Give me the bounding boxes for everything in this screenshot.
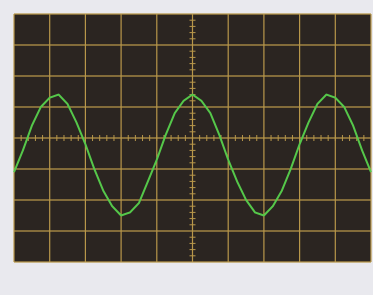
oscilloscope-photo — [0, 0, 373, 295]
page: (() => { const data = JSON.parse(documen… — [0, 0, 373, 295]
